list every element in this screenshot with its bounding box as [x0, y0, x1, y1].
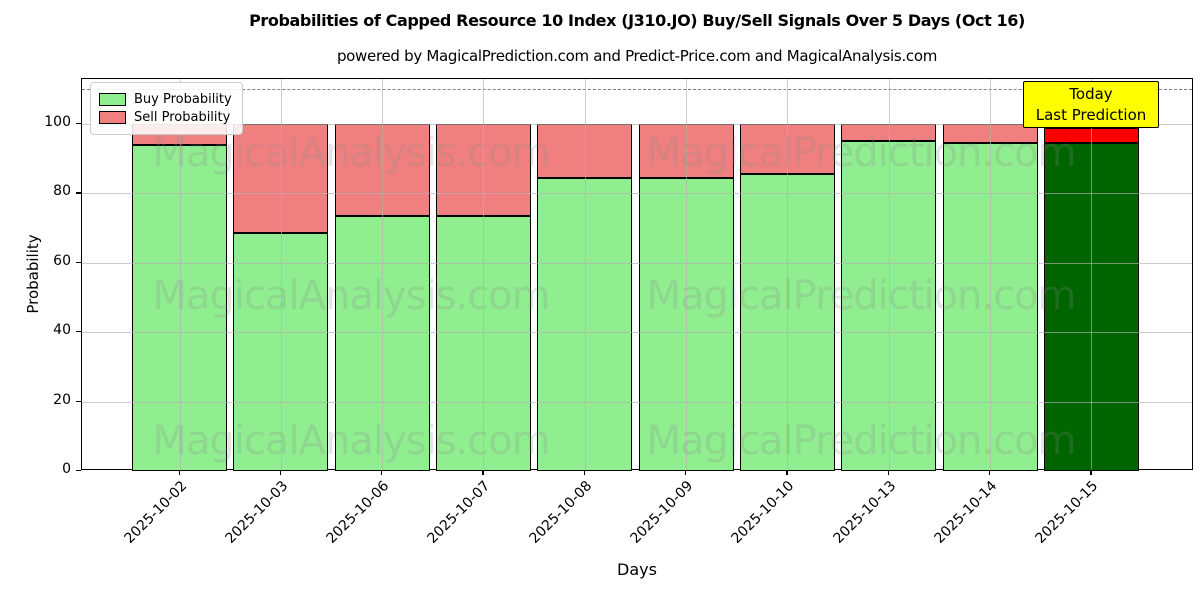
x-tick: [381, 470, 383, 475]
sell-swatch: [99, 111, 126, 124]
v-gridline: [280, 79, 282, 469]
legend-item-sell: Sell Probability: [99, 110, 232, 125]
y-tick: [76, 123, 81, 125]
y-tick: [76, 470, 81, 472]
v-gridline: [584, 79, 586, 469]
v-gridline: [1091, 79, 1093, 469]
y-tick: [76, 400, 81, 402]
chart-title: Probabilities of Capped Resource 10 Inde…: [249, 11, 1025, 30]
today-annotation: Today Last Prediction: [1023, 81, 1159, 128]
v-gridline: [382, 79, 384, 469]
h-gridline: [82, 401, 1192, 403]
x-tick: [887, 470, 889, 475]
y-tick: [76, 331, 81, 333]
x-tick: [786, 470, 788, 475]
y-tick-label: 80: [53, 183, 71, 200]
x-axis-label: Days: [617, 560, 657, 579]
x-tick: [685, 470, 687, 475]
h-gridline: [82, 124, 1192, 126]
v-gridline: [179, 79, 181, 469]
y-tick-label: 0: [62, 461, 71, 477]
v-gridline: [990, 79, 992, 469]
today-annotation-line2: Last Prediction: [1035, 105, 1147, 124]
today-annotation-line1: Today: [1069, 84, 1113, 103]
v-gridline: [483, 79, 485, 469]
x-tick: [279, 470, 282, 475]
legend: Buy Probability Sell Probability: [90, 82, 243, 135]
x-tick-label: 2025-10-02: [120, 478, 190, 547]
x-tick: [583, 470, 585, 475]
v-gridline: [686, 79, 688, 469]
y-tick-label: 100: [44, 114, 71, 131]
x-tick: [178, 470, 180, 475]
buy-swatch: [99, 93, 126, 106]
legend-label-sell: Sell Probability: [134, 110, 231, 125]
v-gridline: [888, 79, 890, 469]
dashed-threshold-line: [82, 89, 1192, 91]
y-tick-label: 20: [53, 391, 71, 408]
y-tick: [76, 192, 81, 194]
v-gridline: [787, 79, 789, 469]
x-tick: [1090, 470, 1092, 475]
x-tick: [482, 470, 484, 475]
x-tick: [989, 470, 991, 475]
chart-subtitle: powered by MagicalPrediction.com and Pre…: [336, 47, 938, 65]
plot-area: Buy Probability Sell Probability Today L…: [81, 78, 1193, 471]
y-tick-label: 60: [53, 252, 71, 269]
h-gridline: [82, 332, 1192, 334]
h-gridline: [82, 193, 1192, 195]
h-gridline: [82, 262, 1192, 264]
y-tick: [76, 261, 81, 264]
legend-label-buy: Buy Probability: [134, 92, 232, 107]
y-axis-label: Probability: [24, 234, 42, 314]
legend-item-buy: Buy Probability: [99, 92, 232, 107]
y-tick-label: 40: [53, 322, 71, 339]
